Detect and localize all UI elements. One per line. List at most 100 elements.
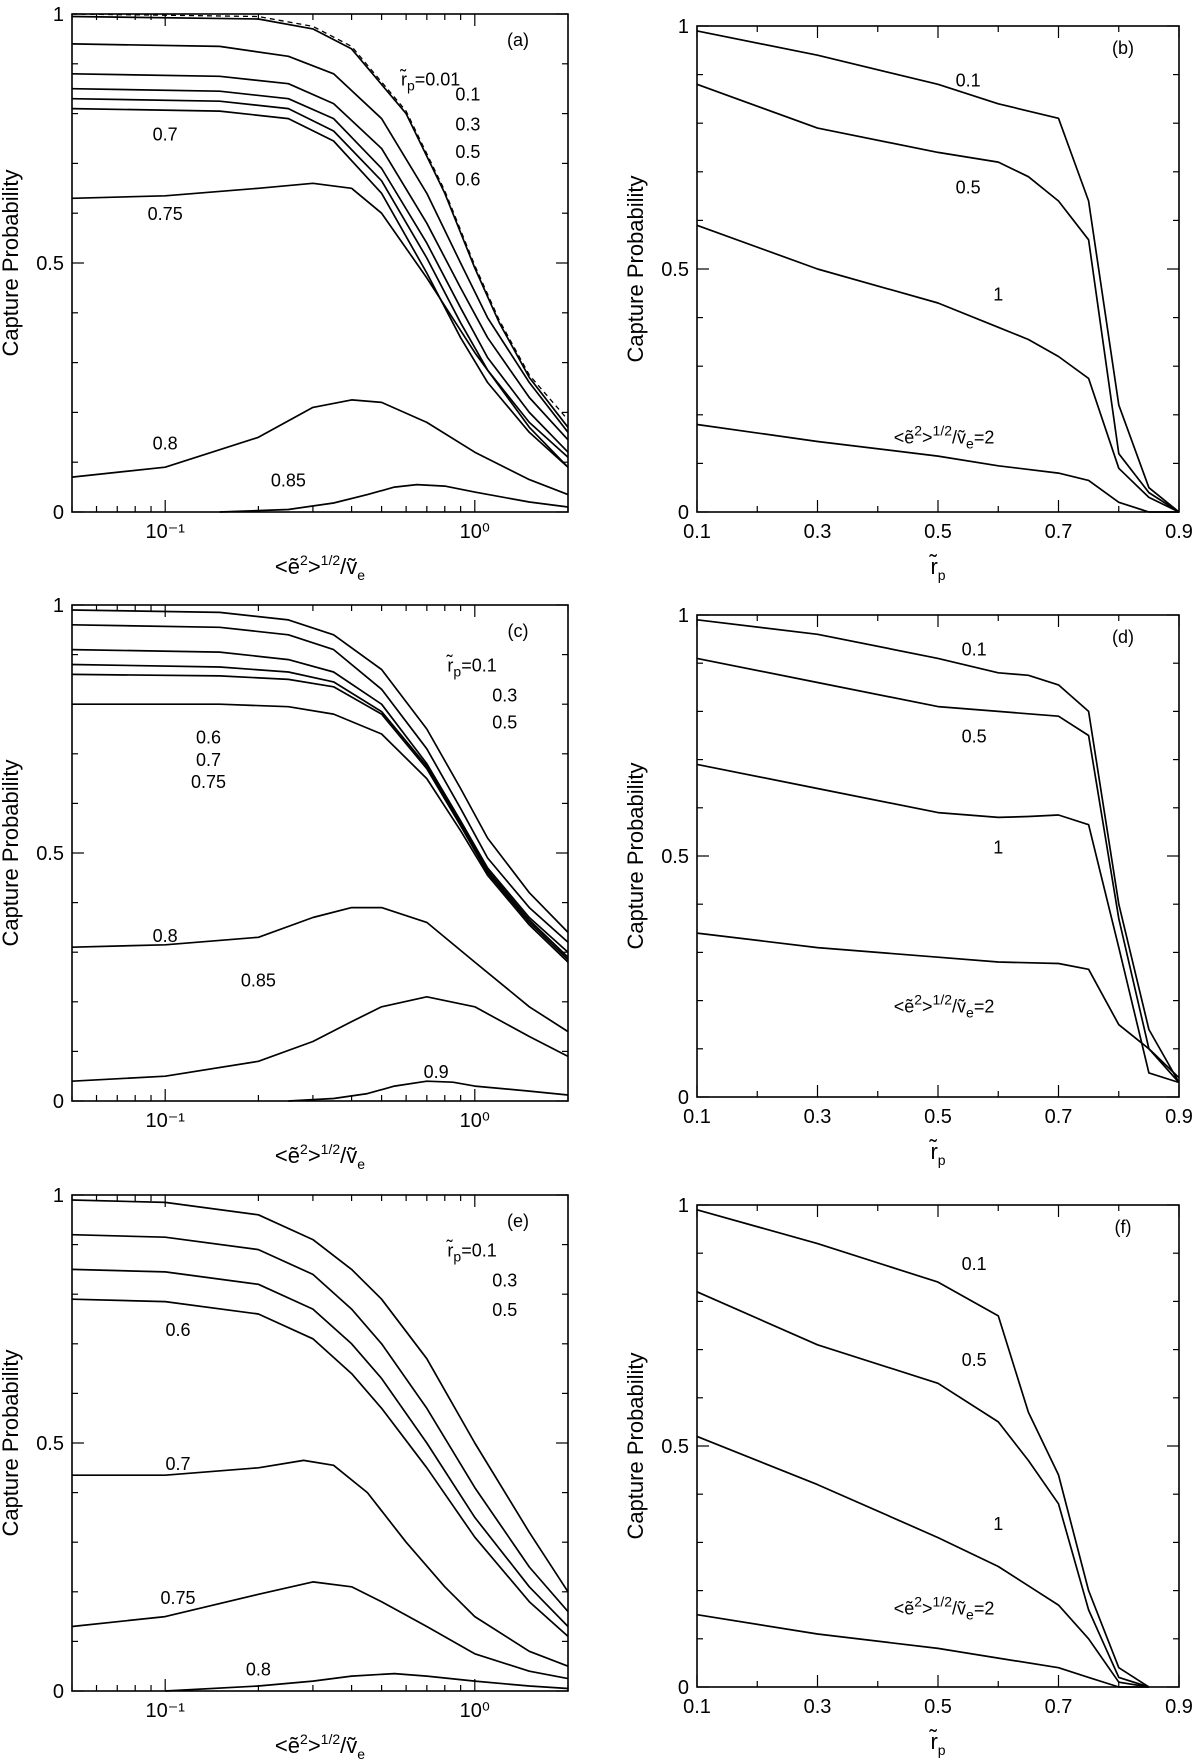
panel-tag: (f) xyxy=(1115,1217,1132,1237)
curve-label-prefix: <ẽ xyxy=(894,428,915,448)
plot-frame xyxy=(71,13,569,513)
curve-label-value: 2 xyxy=(984,996,994,1016)
curve-label-0-1: 0.1 xyxy=(962,1254,987,1274)
plot-frame xyxy=(696,614,1180,1098)
curve-label-0-85: 0.85 xyxy=(271,471,306,491)
x-tick-label: 10⁻¹ xyxy=(145,1700,185,1722)
x-axis-label-part: /ṽ xyxy=(340,1733,357,1758)
panel-tag: (b) xyxy=(1112,38,1134,58)
x-tick-label: 0.1 xyxy=(683,1106,711,1128)
plot-frame xyxy=(696,1204,1180,1688)
curve-label-value: 0.3 xyxy=(455,115,480,135)
series-line-0-7 xyxy=(72,1459,569,1667)
y-tick-label: 0 xyxy=(678,502,689,524)
curve-label-value: 0.5 xyxy=(962,1350,987,1370)
curve-label-prefix: /ṽ xyxy=(952,428,966,448)
x-axis-label-part: r̃ xyxy=(928,554,937,579)
x-tick-label: 0.9 xyxy=(1165,1696,1193,1718)
curve-label-prefix-sub: p xyxy=(453,664,461,680)
panel-a: 10⁻¹ 10⁰ 0 0.5 1 Capture Probability <ẽ2>1/2/ṽ… xyxy=(0,4,569,583)
y-tick-label: 0.5 xyxy=(36,1433,64,1455)
y-axis-label: Capture Probability xyxy=(0,759,23,946)
curve-label-value: 0.1 xyxy=(455,85,480,105)
curve-label-value: 0.5 xyxy=(492,713,517,733)
x-tick-label: 10⁰ xyxy=(460,1110,490,1132)
curve-label-value: 0.1 xyxy=(962,640,987,660)
panel-e: 10⁻¹ 10⁰ 0 0.5 1 Capture Probability <ẽ2>1/2/ṽ… xyxy=(0,1185,569,1761)
curve-label-prefix: > xyxy=(922,428,933,448)
x-tick-label: 0.7 xyxy=(1045,1696,1073,1718)
curve-label-0-8: 0.8 xyxy=(153,433,178,453)
series-line-0-5 xyxy=(696,657,1180,1084)
curve-label-prefix: <ẽ xyxy=(894,996,915,1016)
curve-label-value: 2 xyxy=(984,1598,994,1618)
series-line-0-5 xyxy=(71,648,569,953)
curve-label-0-6: 0.6 xyxy=(196,727,221,747)
curve-label-value: 0.8 xyxy=(153,433,178,453)
x-axis-label-part: > xyxy=(308,1143,321,1168)
curve-label-value: 0.8 xyxy=(246,1660,271,1680)
y-axis-label: Capture Probability xyxy=(623,175,648,362)
series-line-0-9 xyxy=(288,1080,569,1102)
plot-frame xyxy=(696,25,1180,513)
x-axis-label-part: <ẽ xyxy=(275,554,300,579)
curve-label-value: 0.6 xyxy=(196,727,221,747)
series-line-0-85 xyxy=(71,995,569,1083)
x-axis-label-part: r̃ xyxy=(928,1139,937,1164)
curve-label-value: 0.6 xyxy=(455,169,480,189)
x-tick-label: 0.7 xyxy=(1045,521,1073,543)
series-line-0-85 xyxy=(219,483,569,513)
series-line-dashed xyxy=(71,13,569,421)
curve-label-value: 0.3 xyxy=(492,1270,517,1290)
series-line-0-1 xyxy=(696,1208,1150,1688)
curve-label-0-8: 0.8 xyxy=(153,926,178,946)
curve-label-value: 1 xyxy=(993,837,1003,857)
curve-label-value: 0.7 xyxy=(153,125,178,145)
curve-label-prefix: r̃ xyxy=(446,654,454,675)
y-tick-label: 0.5 xyxy=(661,259,689,281)
series-line-0-8 xyxy=(71,399,569,496)
curve-label-value: 1 xyxy=(993,1514,1003,1534)
y-axis-label: Capture Probability xyxy=(0,169,23,356)
x-tick-label: 10⁰ xyxy=(460,1700,490,1722)
curve-label-value: 0.1 xyxy=(956,70,981,90)
curve-label-value: 0.1 xyxy=(472,1241,497,1261)
curve-label-0-75: 0.75 xyxy=(191,772,226,792)
y-axis-label: Capture Probability xyxy=(0,1349,23,1536)
curve-label-prefix: r̃ xyxy=(446,1239,454,1260)
curve-label-value: 0.75 xyxy=(191,772,226,792)
series-line-0-75 xyxy=(71,1581,569,1680)
curve-label-0-5: 0.5 xyxy=(956,177,981,197)
curve-label-0-1: 0.1 xyxy=(455,85,480,105)
series-line-0-8 xyxy=(71,906,569,1033)
curve-label-value: 0.85 xyxy=(271,471,306,491)
curve-label-0-5: 0.5 xyxy=(962,1350,987,1370)
x-tick-label: 0.5 xyxy=(924,1106,952,1128)
curve-label-prefix-sup: 1/2 xyxy=(933,991,953,1007)
series-line-1 xyxy=(696,224,1180,513)
curve-label-0-7: 0.7 xyxy=(196,750,221,770)
x-tick-label: 0.1 xyxy=(683,1696,711,1718)
series-line-0-3 xyxy=(71,1233,569,1613)
curve-label-value: 0.1 xyxy=(962,1254,987,1274)
x-axis-label: <ẽ2>1/2/ṽe xyxy=(275,1731,365,1761)
curve-label-prefix-sub: p xyxy=(453,1249,461,1265)
curve-label-0-5: 0.5 xyxy=(492,713,517,733)
x-tick-label: 0.9 xyxy=(1165,1106,1193,1128)
curve-label-prefix-sub: e xyxy=(966,1606,974,1622)
curve-label-0-6: 0.6 xyxy=(165,1320,190,1340)
curve-label-prefix: > xyxy=(922,1598,933,1618)
x-axis-label-sup: 2 xyxy=(300,1141,308,1157)
curve-label-0-85: 0.85 xyxy=(241,970,276,990)
y-tick-label: 0 xyxy=(53,1091,64,1113)
x-axis-label-sup: 2 xyxy=(300,1731,308,1747)
curve-label-2: <ẽ2>1/2/ṽe=2 xyxy=(894,991,995,1020)
x-axis-label-sup: 1/2 xyxy=(321,1141,341,1157)
series-line-2 xyxy=(696,423,1179,513)
curve-label-prefix: /ṽ xyxy=(952,1598,966,1618)
curve-label-0-5: 0.5 xyxy=(455,142,480,162)
x-axis-label-sub: e xyxy=(357,1746,365,1761)
series-line-0-1 xyxy=(71,1199,569,1593)
series-line-0-75 xyxy=(71,182,569,468)
curve-label-value: 0.75 xyxy=(148,204,183,224)
